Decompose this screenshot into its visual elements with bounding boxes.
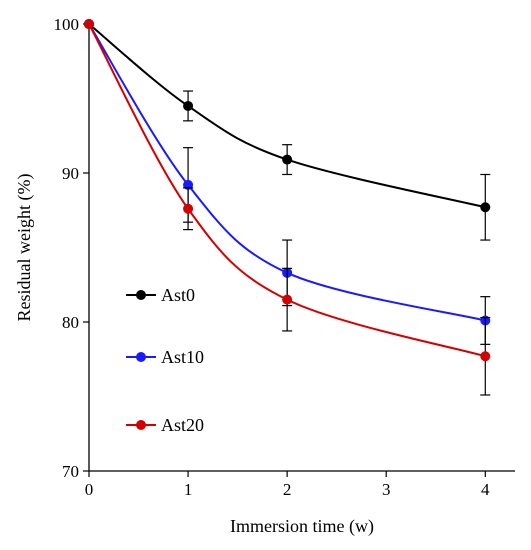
data-point xyxy=(480,202,491,213)
legend-item-ast20: Ast20 xyxy=(126,415,204,435)
series-layer xyxy=(84,19,491,396)
data-point xyxy=(183,100,194,111)
series-line xyxy=(88,23,486,209)
y-tick-label: 70 xyxy=(62,462,79,481)
y-axis: 70 80 90 100 xyxy=(54,15,89,481)
y-tick-label: 90 xyxy=(62,164,79,183)
y-axis-label: Residual weight (%) xyxy=(14,174,35,322)
x-tick-label: 4 xyxy=(481,480,490,499)
legend-swatch-marker xyxy=(136,420,146,430)
x-tick-label: 0 xyxy=(85,480,94,499)
plot-area xyxy=(88,24,515,472)
series-line xyxy=(88,23,486,358)
x-axis-label: Immersion time (w) xyxy=(230,516,374,537)
data-point xyxy=(84,19,94,29)
legend-item-ast0: Ast0 xyxy=(126,285,195,305)
y-tick-label: 100 xyxy=(54,15,80,34)
y-tick-label: 80 xyxy=(62,313,79,332)
x-tick-label: 2 xyxy=(283,480,292,499)
data-point xyxy=(282,154,293,165)
x-axis: 0 1 2 3 4 xyxy=(85,471,490,499)
series-ast20 xyxy=(84,19,491,396)
data-point xyxy=(183,203,194,214)
x-tick-label: 3 xyxy=(382,480,391,499)
data-point xyxy=(282,294,293,305)
legend-item-ast10: Ast10 xyxy=(126,347,204,367)
legend-label: Ast0 xyxy=(161,285,195,305)
x-tick-label: 1 xyxy=(184,480,193,499)
series-line xyxy=(88,23,486,322)
data-point xyxy=(480,351,491,362)
legend-label: Ast10 xyxy=(161,347,204,367)
legend: Ast0 Ast10 Ast20 xyxy=(126,285,204,435)
legend-swatch-marker xyxy=(136,290,146,300)
legend-label: Ast20 xyxy=(161,415,204,435)
legend-swatch-marker xyxy=(136,352,146,362)
series-ast0 xyxy=(84,19,491,241)
